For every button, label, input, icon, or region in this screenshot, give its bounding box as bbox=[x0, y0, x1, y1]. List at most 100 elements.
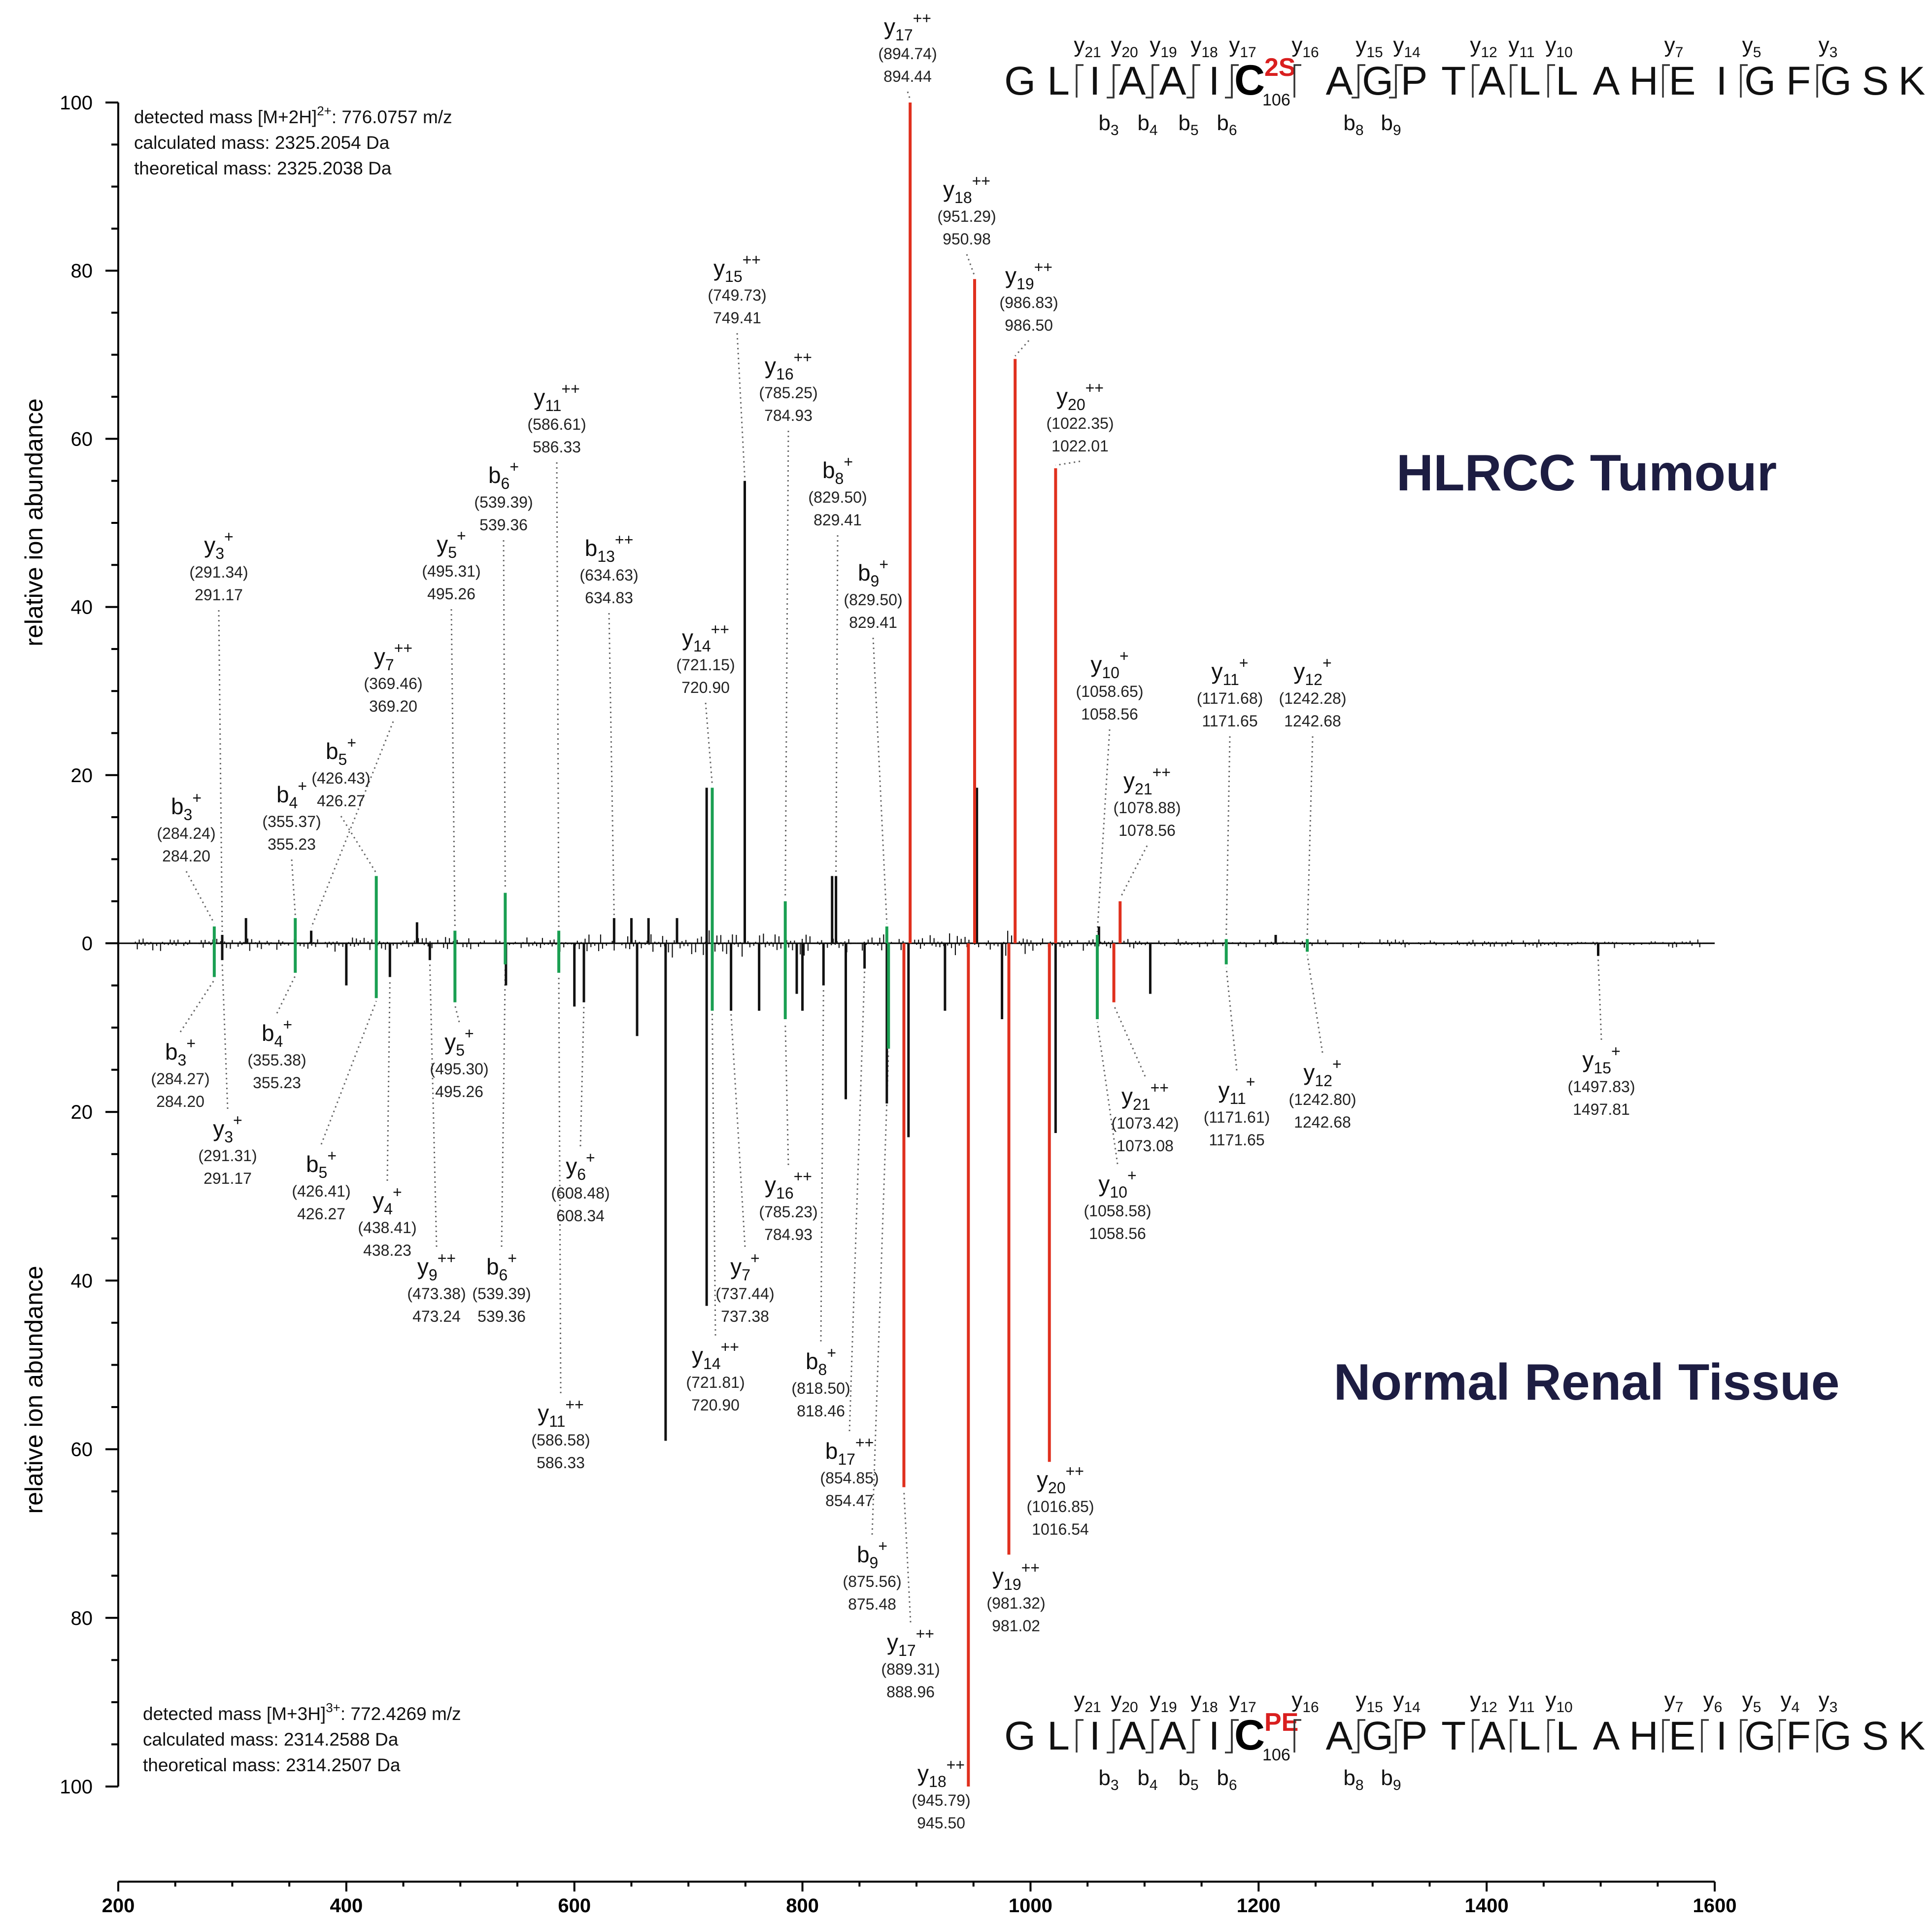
guide-line bbox=[579, 1005, 585, 1147]
y-fragment-label: y10 bbox=[1545, 1688, 1572, 1716]
top-mass-notes: detected mass [M+2H]2+: 776.0757 m/z cal… bbox=[134, 103, 452, 178]
y-fragment-label: y20 bbox=[1111, 1688, 1138, 1716]
peak-label-b9-top: b9+(829.50) 829.41 bbox=[844, 555, 902, 631]
observed-mz: (875.56) bbox=[843, 1573, 901, 1590]
b-fragment-bracket bbox=[1107, 65, 1115, 99]
y-fragment-bracket bbox=[1192, 64, 1200, 98]
peak-label-y4-bottom: y4+(438.41) 438.23 bbox=[358, 1183, 416, 1259]
theoretical-mz: 1078.56 bbox=[1119, 822, 1176, 839]
peak-label-b5-bottom: b5+(426.41) 426.27 bbox=[292, 1147, 350, 1223]
b-fragment-bracket bbox=[1186, 65, 1194, 99]
sequence-residue: A bbox=[1159, 59, 1186, 103]
y-fragment-bracket bbox=[1662, 64, 1670, 98]
x-tick-label: 800 bbox=[786, 1895, 819, 1917]
sequence-residue: L bbox=[1518, 1714, 1541, 1758]
ion-label: y20++ bbox=[1056, 379, 1104, 413]
observed-mz: (1022.35) bbox=[1047, 414, 1114, 432]
guide-line bbox=[320, 1000, 377, 1145]
sequence-residue: I bbox=[1716, 59, 1728, 103]
ion-label: b9+ bbox=[857, 1537, 887, 1572]
x-tick-label: 1000 bbox=[1009, 1895, 1052, 1917]
top-y-ticks: 0 20 40 60 80 100 bbox=[60, 92, 118, 955]
top-y-tick-label: 80 bbox=[71, 260, 93, 282]
observed-mz: (284.27) bbox=[151, 1070, 209, 1088]
theoretical-mz: 426.27 bbox=[297, 1205, 345, 1223]
guide-line bbox=[340, 816, 377, 874]
observed-mz: (291.31) bbox=[198, 1147, 257, 1165]
top-y-tick-label: 0 bbox=[82, 933, 93, 955]
observed-mz: (829.50) bbox=[808, 488, 867, 506]
ion-label: b4+ bbox=[276, 777, 307, 812]
peak-label-y7-top: y7++(369.46) 369.20 bbox=[364, 639, 422, 715]
b-fragment-bracket bbox=[1225, 65, 1233, 99]
guide-line bbox=[179, 979, 215, 1032]
b-fragment-label: b6 bbox=[1217, 111, 1237, 138]
bottom-panel-title: Normal Renal Tissue bbox=[1334, 1354, 1840, 1411]
ion-label: y3+ bbox=[204, 528, 233, 562]
observed-mz: (473.38) bbox=[407, 1285, 466, 1303]
guide-line bbox=[705, 702, 713, 785]
theoretical-mz: 784.93 bbox=[764, 1226, 813, 1243]
ion-label: y9++ bbox=[417, 1249, 456, 1284]
observed-mz: (721.15) bbox=[676, 656, 735, 674]
observed-mz: (981.32) bbox=[986, 1594, 1045, 1612]
y-fragment-label: y4 bbox=[1781, 1688, 1800, 1716]
b-fragment-label: b3 bbox=[1098, 1766, 1119, 1793]
y-fragment-bracket bbox=[1472, 64, 1480, 98]
bottom-y-ticks: 20 40 60 80 100 bbox=[60, 942, 118, 1798]
b-fragment-bracket bbox=[1352, 65, 1359, 99]
peak-label-b4-top: b4+(355.37) 355.23 bbox=[262, 777, 321, 853]
y-fragment-label: y20 bbox=[1111, 33, 1138, 61]
sequence-residue: H bbox=[1629, 1714, 1658, 1758]
b-fragment-label: b4 bbox=[1137, 1766, 1157, 1793]
sequence-residue: A bbox=[1593, 1714, 1620, 1758]
y-fragment-label: y7 bbox=[1664, 33, 1684, 61]
b-fragment-label: b4 bbox=[1137, 111, 1157, 138]
observed-mz: (355.38) bbox=[247, 1051, 306, 1069]
guide-line bbox=[835, 535, 839, 873]
theoretical-mz: 1497.81 bbox=[1573, 1100, 1630, 1118]
sequence-residue: L bbox=[1556, 1714, 1578, 1758]
y-fragment-label: y12 bbox=[1470, 1688, 1497, 1716]
guide-line bbox=[1015, 340, 1030, 357]
guide-line bbox=[450, 609, 456, 928]
sequence-residue: E bbox=[1669, 59, 1696, 103]
theoretical-mz: 1171.65 bbox=[1209, 1131, 1264, 1149]
sequence-residue: G bbox=[1362, 1714, 1393, 1758]
guide-line bbox=[784, 1022, 789, 1166]
top-note-calculated: calculated mass: 2325.2054 Da bbox=[134, 133, 390, 153]
sequence-residue: K bbox=[1898, 59, 1926, 103]
ion-label: y18++ bbox=[943, 172, 990, 206]
top-note-theoretical: theoretical mass: 2325.2038 Da bbox=[134, 158, 392, 178]
observed-mz: (785.25) bbox=[759, 384, 817, 402]
peak-label-b8-bottom: b8+(818.50) 818.46 bbox=[791, 1344, 850, 1420]
sequence-residue: A bbox=[1479, 59, 1506, 103]
theoretical-mz: 634.83 bbox=[585, 589, 633, 607]
y-fragment-bracket bbox=[1192, 1719, 1200, 1753]
ion-label: y12+ bbox=[1303, 1055, 1341, 1090]
theoretical-mz: 586.33 bbox=[537, 1454, 585, 1472]
guide-line bbox=[429, 963, 438, 1247]
b-fragment-bracket bbox=[1146, 65, 1153, 99]
peak-label-y11-bottom: y11+(1171.61) 1171.65 bbox=[1204, 1073, 1270, 1149]
guide-line bbox=[501, 967, 506, 1247]
peak-label-y16-top: y16++(785.25) 784.93 bbox=[759, 348, 817, 424]
guide-line bbox=[1096, 1022, 1119, 1165]
ion-label: y14++ bbox=[682, 620, 729, 655]
ion-label: y5+ bbox=[444, 1025, 474, 1059]
guide-line bbox=[1096, 729, 1111, 932]
sequence-residue: T bbox=[1441, 1714, 1466, 1758]
axes bbox=[117, 103, 1715, 1883]
b-fragment-label: b9 bbox=[1381, 1766, 1401, 1793]
ion-label: y20++ bbox=[1037, 1462, 1084, 1497]
theoretical-mz: 784.93 bbox=[764, 407, 813, 424]
b-fragment-label: b8 bbox=[1343, 111, 1363, 138]
b-fragment-label: b5 bbox=[1178, 1766, 1198, 1793]
y-fragment-bracket bbox=[1152, 1719, 1159, 1753]
theoretical-mz: 894.44 bbox=[883, 68, 932, 85]
y-fragment-bracket bbox=[1510, 1719, 1518, 1753]
theoretical-mz: 986.50 bbox=[1005, 316, 1053, 334]
peak-label-b9-bottom: b9+(875.56) 875.48 bbox=[843, 1537, 901, 1613]
ion-label: y16++ bbox=[765, 1168, 812, 1202]
